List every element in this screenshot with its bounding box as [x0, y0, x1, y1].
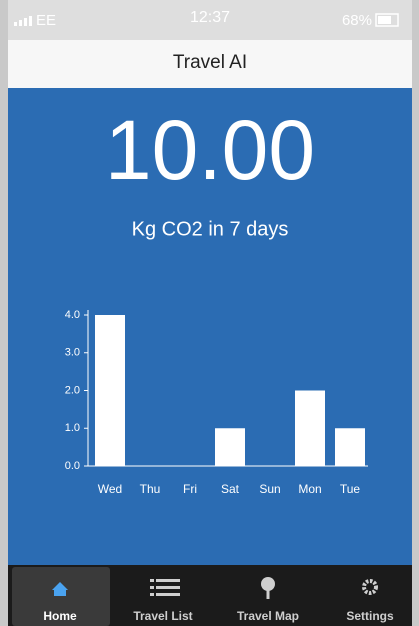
- nav-title: Travel AI: [173, 52, 247, 73]
- battery-level: 68%: [342, 12, 372, 29]
- bar: [95, 315, 125, 466]
- nav-bar: [8, 40, 412, 88]
- x-tick-label: Fri: [183, 482, 197, 496]
- map-icon: [261, 577, 275, 591]
- y-tick-label: 0.0: [65, 460, 80, 472]
- y-tick-label: 4.0: [65, 309, 80, 321]
- battery-icon: [375, 13, 399, 27]
- tab-selected: [12, 567, 110, 626]
- x-tick-label: Thu: [140, 482, 161, 496]
- content: [8, 88, 412, 565]
- settings-icon: [362, 579, 378, 595]
- x-tick-label: Sat: [221, 482, 240, 496]
- bar: [335, 428, 365, 466]
- home-icon: [52, 582, 68, 596]
- y-tick-label: 1.0: [65, 422, 80, 434]
- bar: [215, 428, 245, 466]
- y-tick-label: 3.0: [65, 347, 80, 359]
- map-icon-pin: [266, 589, 270, 599]
- x-tick-label: Tue: [340, 482, 361, 496]
- carrier: EE: [36, 12, 56, 29]
- list-icon: [150, 579, 180, 596]
- battery-fill: [378, 16, 391, 24]
- tab-label[interactable]: Home: [43, 609, 77, 623]
- x-tick-label: Wed: [98, 482, 122, 496]
- bar: [295, 390, 325, 466]
- tab-label[interactable]: Settings: [346, 609, 394, 623]
- x-tick-label: Sun: [259, 482, 280, 496]
- tab-label[interactable]: Travel Map: [237, 609, 299, 623]
- signal-icon: [14, 16, 32, 26]
- x-tick-label: Mon: [298, 482, 321, 496]
- clock: 12:37: [190, 9, 230, 26]
- status-bar: [8, 0, 412, 40]
- y-tick-label: 2.0: [65, 384, 80, 396]
- chart: 0.0 1.0 2.0 3.0 4.0 Wed Thu Fri Sat Sun Mon Tue: [65, 309, 368, 496]
- tab-label[interactable]: Travel List: [133, 609, 192, 623]
- co2-total: 10.00: [105, 103, 315, 197]
- co2-caption: Kg CO2 in 7 days: [132, 218, 289, 240]
